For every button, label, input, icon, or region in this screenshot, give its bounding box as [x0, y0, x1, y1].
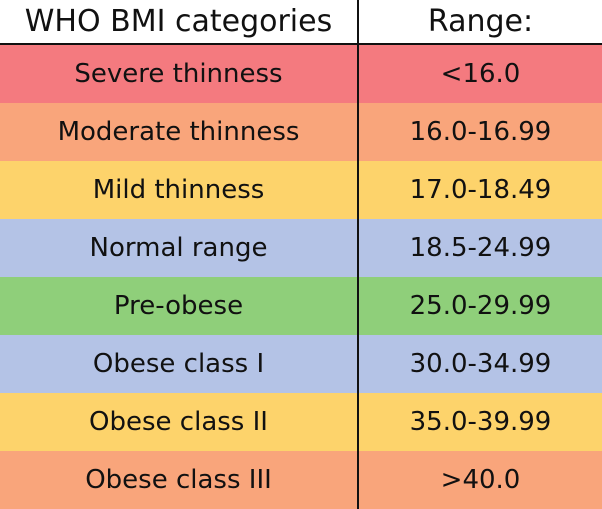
range-cell: 18.5-24.99	[359, 219, 602, 277]
category-cell: Obese class III	[0, 451, 359, 509]
range-cell: 35.0-39.99	[359, 393, 602, 451]
range-cell: 16.0-16.99	[359, 103, 602, 161]
category-cell: Obese class II	[0, 393, 359, 451]
range-cell: >40.0	[359, 451, 602, 509]
category-cell: Mild thinness	[0, 161, 359, 219]
category-cell: Normal range	[0, 219, 359, 277]
header-cell: WHO BMI categories	[0, 0, 359, 45]
range-cell: 25.0-29.99	[359, 277, 602, 335]
range-cell: 17.0-18.49	[359, 161, 602, 219]
category-cell: Moderate thinness	[0, 103, 359, 161]
range-cell: 30.0-34.99	[359, 335, 602, 393]
category-cell: Pre-obese	[0, 277, 359, 335]
header-cell: Range:	[359, 0, 602, 45]
category-cell: Obese class I	[0, 335, 359, 393]
range-cell: <16.0	[359, 45, 602, 103]
category-cell: Severe thinness	[0, 45, 359, 103]
